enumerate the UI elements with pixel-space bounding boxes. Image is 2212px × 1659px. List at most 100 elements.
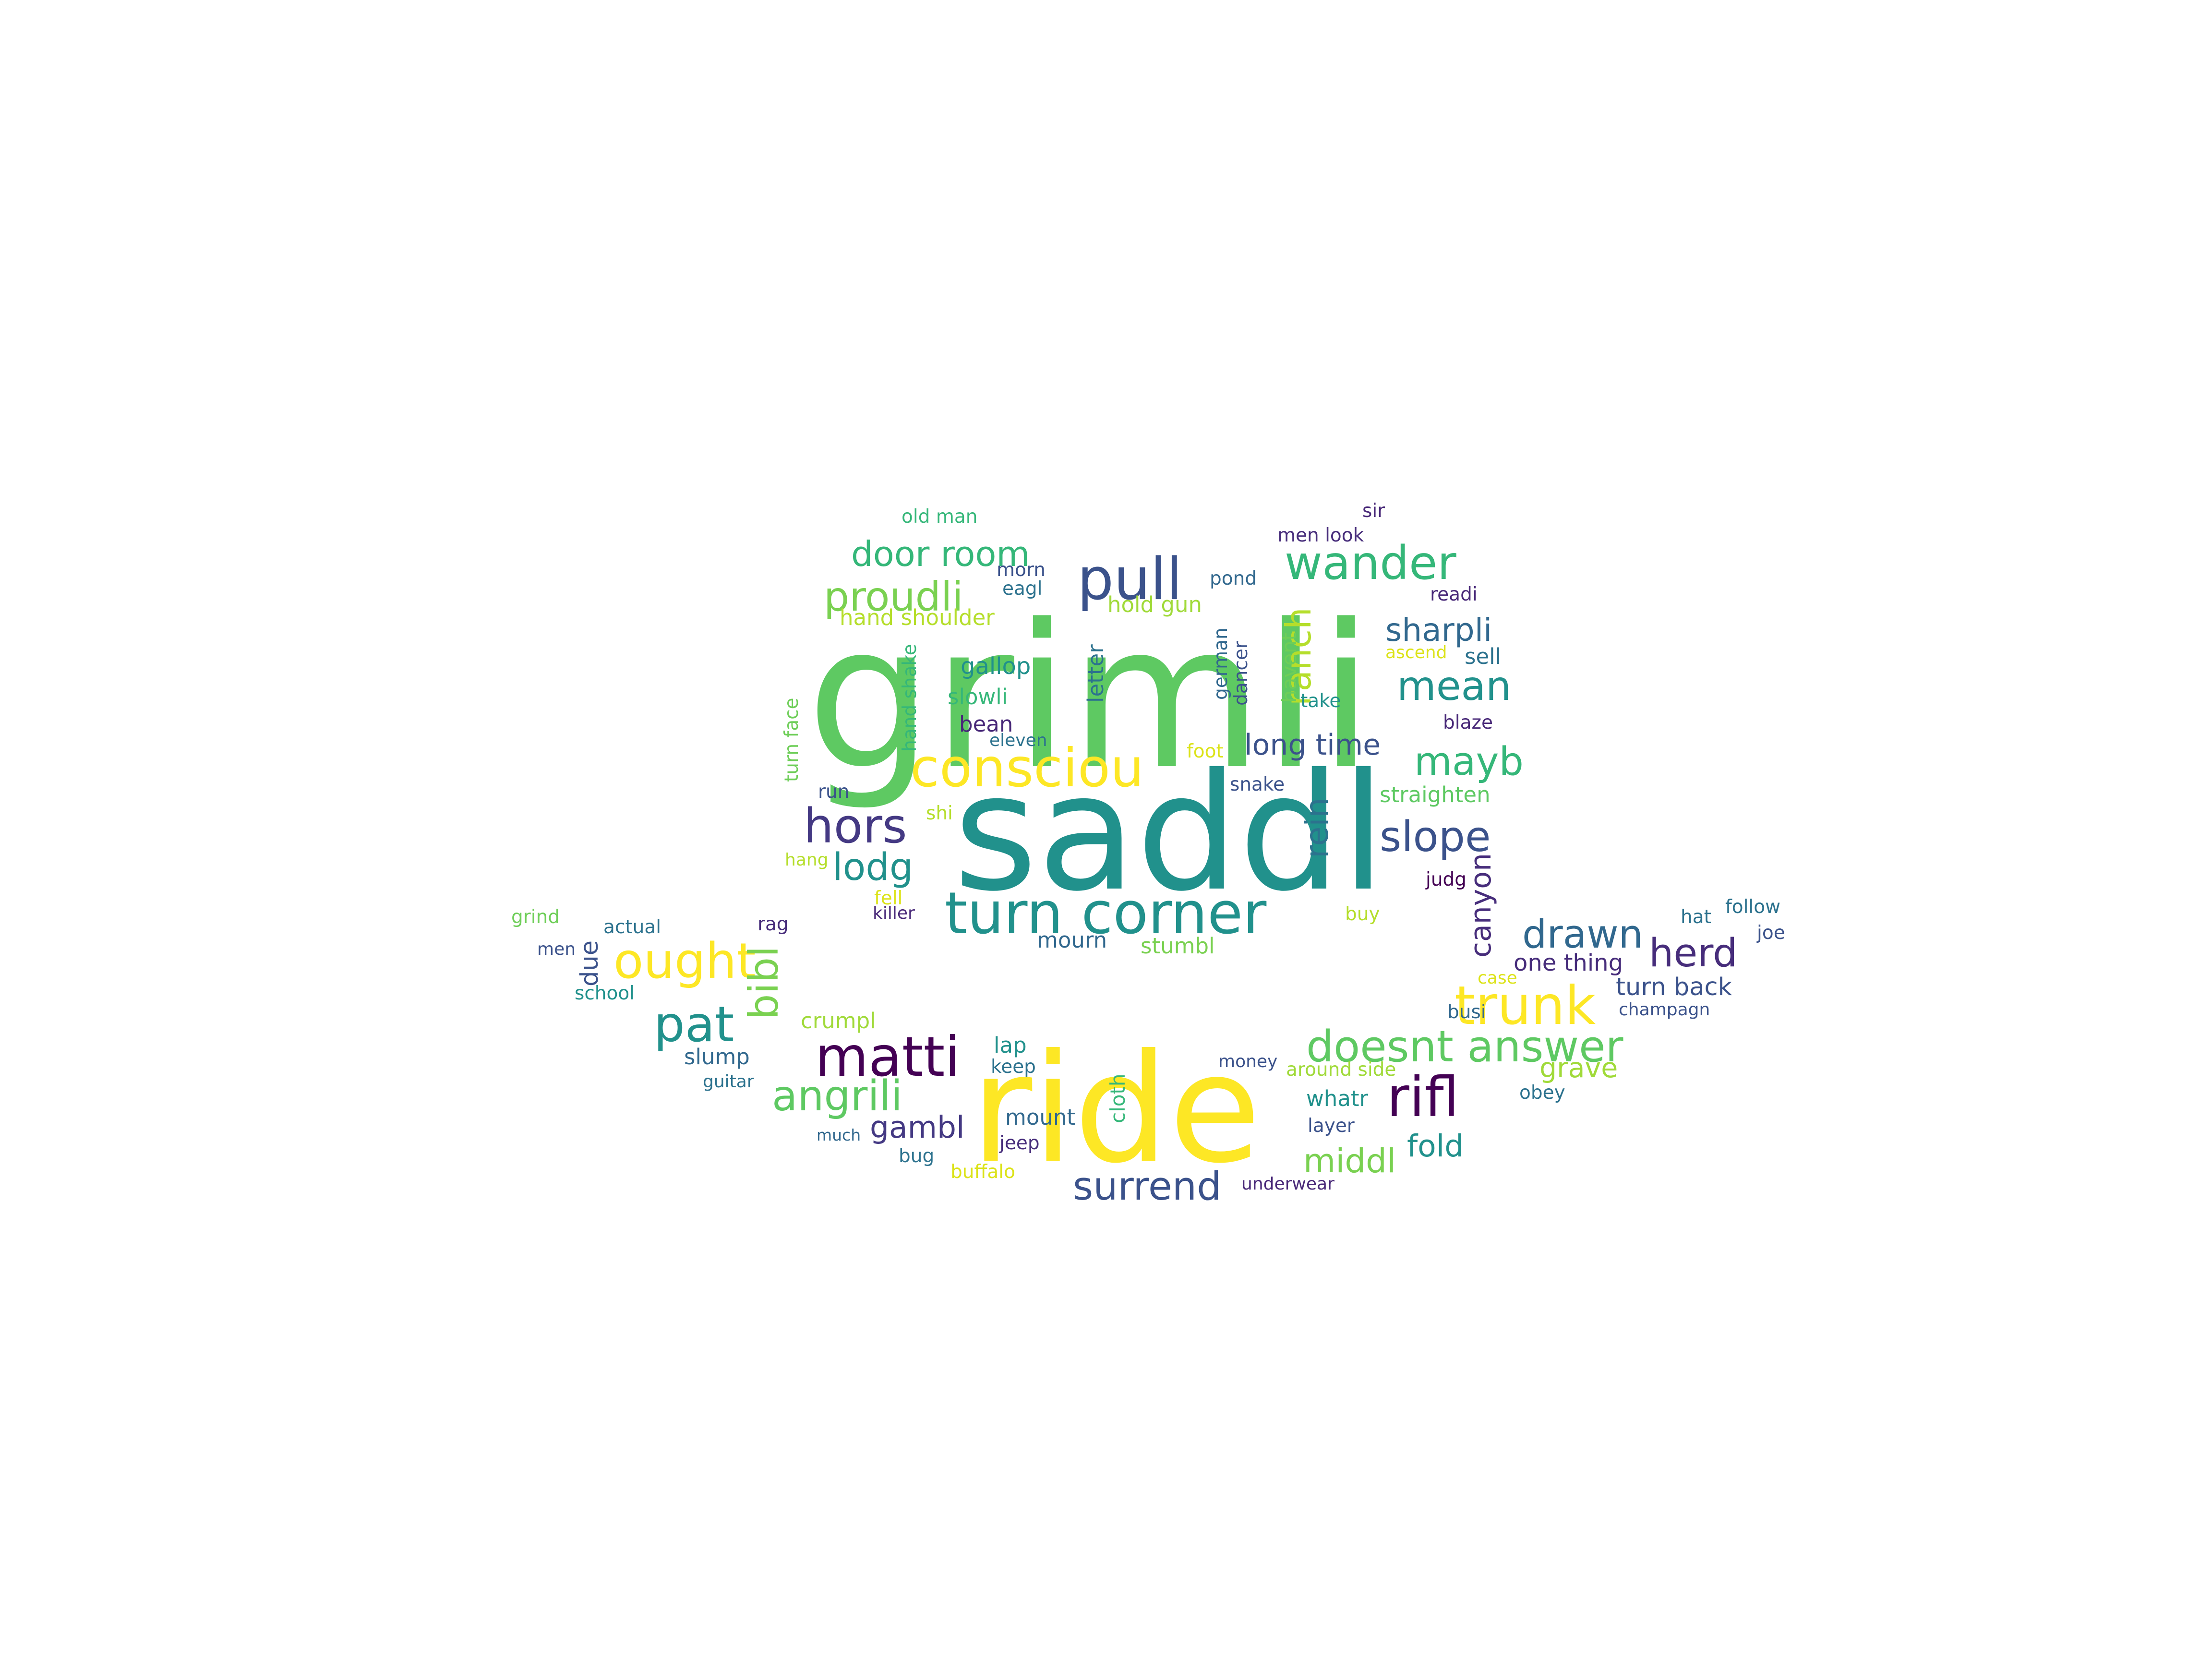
word-bug: bug xyxy=(899,1145,934,1167)
word-mourn: mourn xyxy=(1037,927,1107,953)
word-readi: readi xyxy=(1430,584,1478,605)
word-matti: matti xyxy=(815,1025,960,1089)
word-much: much xyxy=(817,1126,861,1144)
word-morn: morn xyxy=(997,559,1046,581)
word-lap: lap xyxy=(994,1033,1027,1058)
word-hang: hang xyxy=(785,850,829,870)
word-middl: middl xyxy=(1303,1142,1396,1180)
word-mount: mount xyxy=(1005,1105,1075,1130)
word-saddl: saddl xyxy=(953,739,1386,927)
word-slump: slump xyxy=(684,1044,750,1070)
word-shi: shi xyxy=(926,803,953,824)
word-men-look: men look xyxy=(1277,525,1364,546)
word-hat: hat xyxy=(1681,906,1711,928)
word-wander: wander xyxy=(1285,536,1456,590)
word-obey: obey xyxy=(1519,1082,1565,1104)
word-mean: mean xyxy=(1397,662,1511,709)
word-letter: letter xyxy=(1083,644,1108,703)
word-pond: pond xyxy=(1210,568,1257,589)
word-buffalo: buffalo xyxy=(950,1161,1015,1183)
word-one-thing: one thing xyxy=(1514,950,1623,976)
word-straighten: straighten xyxy=(1380,782,1491,807)
word-surrend: surrend xyxy=(1073,1164,1222,1209)
word-old-man: old man xyxy=(902,506,977,528)
word-bibl: bibl xyxy=(740,946,787,1020)
word-grind: grind xyxy=(511,906,560,928)
word-drawn: drawn xyxy=(1522,912,1643,957)
word-stumbl: stumbl xyxy=(1141,933,1215,959)
word-judg: judg xyxy=(1425,869,1467,890)
word-rag: rag xyxy=(757,914,789,935)
word-blaze: blaze xyxy=(1443,712,1493,733)
word-follow: follow xyxy=(1725,896,1780,918)
word-keep: keep xyxy=(991,1056,1036,1078)
word-crumpl: crumpl xyxy=(801,1008,876,1034)
word-bean: bean xyxy=(959,711,1013,737)
word-around-side: around side xyxy=(1286,1059,1396,1081)
word-gambl: gambl xyxy=(870,1110,964,1145)
word-hand-shake: hand shake xyxy=(899,644,921,752)
word-lodg: lodg xyxy=(832,846,913,889)
word-sell: sell xyxy=(1465,644,1501,669)
word-angrili: angrili xyxy=(772,1071,902,1120)
word-canyon: canyon xyxy=(1464,853,1498,958)
word-door-room: door room xyxy=(851,534,1030,574)
word-havent: havent xyxy=(1277,633,1301,703)
word-busi: busi xyxy=(1447,1001,1486,1023)
word-dancer: dancer xyxy=(1230,640,1252,706)
word-underwear: underwear xyxy=(1241,1174,1334,1194)
word-pull: pull xyxy=(1077,546,1182,613)
word-ought: ought xyxy=(613,933,756,990)
word-joe: joe xyxy=(1756,922,1785,944)
word-sir: sir xyxy=(1362,500,1385,522)
word-turn-face: turn face xyxy=(781,697,803,782)
word-consciou: consciou xyxy=(910,737,1144,799)
word-ascend: ascend xyxy=(1385,643,1447,662)
word-herd: herd xyxy=(1649,931,1737,976)
word-eleven: eleven xyxy=(989,731,1047,750)
word-cloth: cloth xyxy=(1106,1073,1130,1123)
word-run: run xyxy=(818,781,849,803)
word-buy: buy xyxy=(1345,903,1380,925)
word-sharpli: sharpli xyxy=(1385,612,1492,649)
word-fell: fell xyxy=(874,888,902,909)
word-school: school xyxy=(575,983,635,1004)
word-fold: fold xyxy=(1407,1129,1464,1164)
word-due: due xyxy=(576,940,604,986)
word-turn-back: turn back xyxy=(1616,973,1732,1001)
word-actual: actual xyxy=(603,916,661,938)
word-rifl: rifl xyxy=(1387,1065,1459,1129)
word-grave: grave xyxy=(1539,1052,1618,1084)
word-rein: rein xyxy=(1298,798,1335,858)
word-jeep: jeep xyxy=(999,1132,1040,1154)
word-long-time: long time xyxy=(1244,728,1381,762)
word-german: german xyxy=(1210,627,1232,700)
word-money: money xyxy=(1218,1052,1277,1071)
word-take: take xyxy=(1300,690,1341,712)
word-men: men xyxy=(537,939,576,959)
word-eagl: eagl xyxy=(1002,578,1042,600)
word-doesnt-answer: doesnt answer xyxy=(1306,1022,1623,1072)
word-hold-gun: hold gun xyxy=(1107,592,1202,617)
word-whatr: whatr xyxy=(1306,1086,1369,1111)
word-snake: snake xyxy=(1230,774,1285,795)
word-grimli: grimli xyxy=(806,582,1373,813)
word-hors: hors xyxy=(804,799,907,854)
word-trunk: trunk xyxy=(1455,975,1596,1037)
word-mayb: mayb xyxy=(1414,739,1524,784)
word-gallop: gallop xyxy=(961,653,1031,680)
word-slope: slope xyxy=(1380,812,1491,861)
word-turn-corner: turn corner xyxy=(945,880,1267,947)
word-guitar: guitar xyxy=(703,1072,754,1092)
word-hand-shoulder: hand shoulder xyxy=(840,605,995,630)
word-layer: layer xyxy=(1308,1115,1355,1137)
word-killer: killer xyxy=(873,903,915,923)
word-pat: pat xyxy=(654,996,734,1053)
word-slowli: slowli xyxy=(948,684,1008,709)
word-champagn: champagn xyxy=(1619,1000,1710,1020)
word-ride: ride xyxy=(971,1022,1261,1196)
word-foot: foot xyxy=(1187,741,1224,762)
word-ranch: ranch xyxy=(1278,607,1319,706)
